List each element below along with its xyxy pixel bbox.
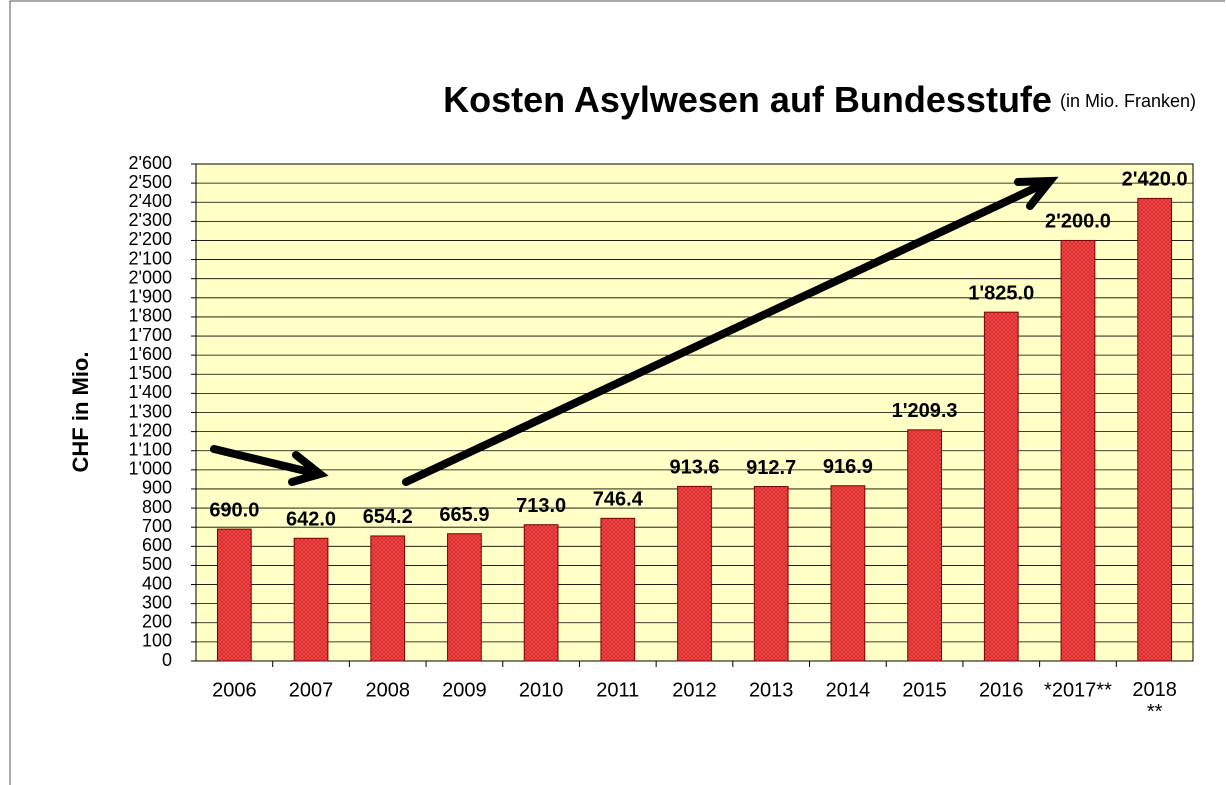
x-tick-label: 2006 [212, 679, 257, 701]
x-tick-label: *2017** [1044, 679, 1112, 701]
title: Kosten Asylwesen auf Bundesstufe [443, 79, 1052, 120]
y-tick-label: 600 [142, 535, 172, 555]
x-tick-label: 2009 [442, 679, 487, 701]
x-tick-label: 2014 [826, 679, 871, 701]
bar [753, 486, 789, 662]
y-tick-label: 2'200 [129, 229, 172, 249]
y-tick-label: 700 [142, 516, 172, 536]
bar [907, 429, 942, 662]
y-tick-label: 2'400 [129, 191, 172, 211]
x-tick-label: 2010 [519, 679, 564, 701]
value-label: 913.6 [669, 457, 719, 479]
x-tick-label: 2016 [979, 679, 1024, 701]
bar [293, 537, 329, 662]
y-tick-label: 1'800 [129, 306, 172, 326]
y-tick-label: 100 [142, 631, 172, 651]
y-tick-label: 2'100 [129, 248, 172, 268]
arrow-head [288, 451, 329, 486]
y-tick-label: 2'600 [129, 153, 172, 173]
y-tick-label: 1'100 [129, 439, 172, 459]
bar [600, 517, 636, 662]
chart-title: Kosten Asylwesen auf Bundesstufe (in Mio.… [443, 79, 1196, 120]
bar [523, 524, 559, 662]
y-tick-label: 2'300 [129, 210, 172, 230]
y-tick-label: 1'700 [129, 325, 172, 345]
bar [370, 535, 406, 662]
value-label: 2'200.0 [1045, 211, 1111, 233]
bar [1060, 239, 1096, 662]
value-label: 642.0 [286, 509, 336, 531]
bar [677, 485, 712, 662]
arrow [210, 445, 322, 478]
value-label: 654.2 [363, 506, 413, 528]
y-tick-label: 2'000 [129, 267, 172, 287]
y-tick-label: 2'500 [129, 172, 172, 192]
y-tick-label: 1'600 [129, 344, 172, 364]
bar [1137, 197, 1173, 662]
y-tick-label: 1'000 [129, 459, 172, 479]
value-label: 912.7 [746, 457, 796, 479]
value-label: 2'420.0 [1122, 169, 1188, 191]
y-tick-label: 800 [142, 497, 172, 517]
y-tick-label: 500 [142, 554, 172, 574]
value-label: 1'825.0 [968, 282, 1034, 304]
y-tick-label: 300 [142, 592, 172, 612]
y-tick-label: 1'300 [129, 401, 172, 421]
bar [830, 485, 866, 662]
value-label: 665.9 [439, 504, 489, 526]
x-tick-label: 2008 [365, 679, 410, 701]
y-tick-label: 900 [142, 478, 172, 498]
arrow-head [1014, 176, 1059, 210]
bar [216, 528, 252, 662]
y-tick-label: 1'400 [129, 382, 172, 402]
frame [9, 0, 1225, 785]
bar [447, 533, 482, 662]
value-label: 713.0 [516, 495, 566, 517]
y-tick-label: 1'200 [129, 420, 172, 440]
value-label: 690.0 [209, 499, 259, 521]
y-tick-label: 200 [142, 612, 172, 632]
y-tick-label: 400 [142, 573, 172, 593]
y-axis-label: CHF in Mio. [68, 352, 93, 473]
x-tick-label: 2007 [289, 679, 334, 701]
y-tick-label: 1'900 [129, 287, 172, 307]
value-label: 746.4 [593, 489, 644, 511]
x-tick-label: 2013 [749, 679, 794, 701]
value-label: 916.9 [823, 456, 873, 478]
bar [983, 311, 1019, 662]
value-label: 1'209.3 [892, 400, 958, 422]
y-tick-label: 0 [162, 650, 172, 670]
y-tick-label: 1'500 [129, 363, 172, 383]
x-tick-label: 2015 [902, 679, 947, 701]
x-tick-label: 2012 [672, 679, 717, 701]
x-tick-label: 2018 ** [1132, 679, 1177, 723]
x-tick-label: 2011 [596, 679, 639, 701]
subtitle: (in Mio. Franken) [1060, 91, 1196, 111]
arrow [402, 178, 1052, 486]
